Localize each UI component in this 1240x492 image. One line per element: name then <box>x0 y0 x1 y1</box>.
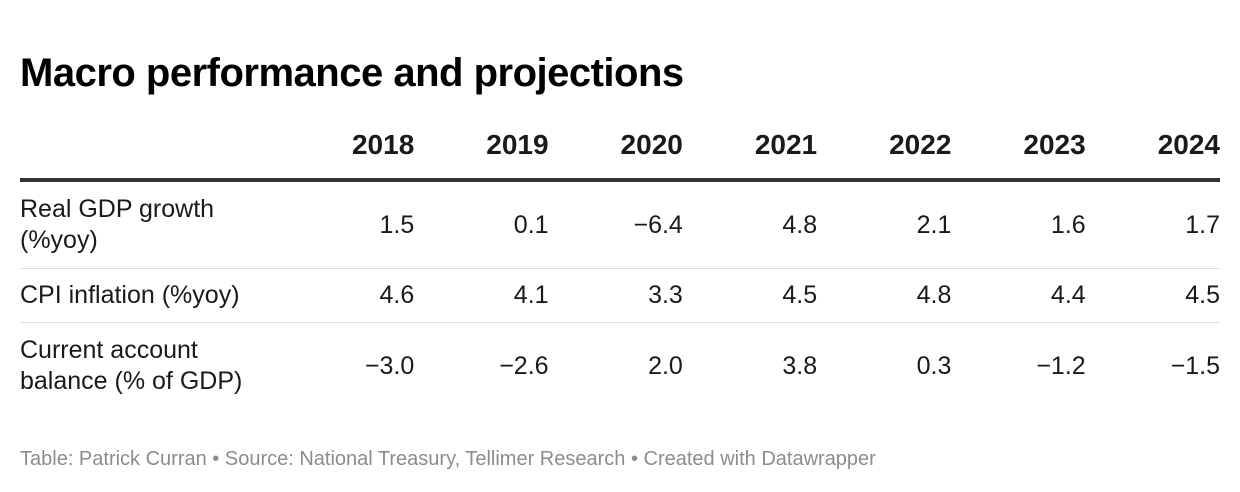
cell-cpi-2021: 4.5 <box>682 268 818 323</box>
cell-ca-2022: 0.3 <box>916 351 952 380</box>
column-header-2020: 2020 <box>548 112 683 182</box>
cell-gdp-2024: 1.7 <box>1085 180 1220 269</box>
row-label-real-gdp-growth: Real GDP growth (%yoy) <box>20 180 280 269</box>
cell-cpi-2022: 4.8 <box>817 268 952 323</box>
column-header-2022: 2022 <box>817 112 952 182</box>
cell-gdp-2021: 4.8 <box>682 180 818 269</box>
column-header-2019: 2019 <box>414 112 549 182</box>
cell-gdp-2019: 0.1 <box>414 180 549 269</box>
cell-gdp-2020: −6.4 <box>548 180 683 269</box>
cell-ca-2020: 2.0 <box>648 351 683 380</box>
cell-cpi-2019: 4.1 <box>414 268 549 323</box>
row-label-current-account-balance: Current account balance (% of GDP) <box>20 336 243 395</box>
source-footer: Table: Patrick Curran • Source: National… <box>20 448 876 470</box>
cell-gdp-2022: 2.1 <box>817 180 952 269</box>
row-label-cpi-inflation: CPI inflation (%yoy) <box>20 268 280 323</box>
column-header-2018: 2018 <box>280 112 415 182</box>
cell-ca-2021: 3.8 <box>782 351 818 380</box>
column-header-2024: 2024 <box>1085 112 1220 182</box>
cell-gdp-2018: 1.5 <box>280 180 415 269</box>
table-header-row: 2018 2019 2020 2021 2022 2023 2024 <box>20 112 1220 182</box>
cell-cpi-2020: 3.3 <box>548 268 683 323</box>
table-row-current-account-balance: Current account balance (% of GDP) −3.0 … <box>20 323 1220 410</box>
table-row-real-gdp-growth: Real GDP growth (%yoy) 1.5 0.1 −6.4 4.8 … <box>20 180 1220 269</box>
column-header-2023: 2023 <box>951 112 1086 182</box>
cell-cpi-2018: 4.6 <box>280 268 415 323</box>
macro-table: 2018 2019 2020 2021 2022 2023 2024 Real … <box>20 112 1220 409</box>
cell-cpi-2023: 4.4 <box>951 268 1086 323</box>
cell-ca-2019: −2.6 <box>499 351 549 380</box>
column-header-2021: 2021 <box>682 112 818 182</box>
header-blank-cell <box>20 112 280 182</box>
cell-ca-2023: −1.2 <box>1036 351 1086 380</box>
page-title: Macro performance and projections <box>20 50 684 95</box>
cell-ca-2018: −3.0 <box>364 351 415 380</box>
cell-cpi-2024: 4.5 <box>1085 268 1220 323</box>
cell-gdp-2023: 1.6 <box>951 180 1086 269</box>
cell-ca-2024: −1.5 <box>1170 351 1220 380</box>
table-row-cpi-inflation: CPI inflation (%yoy) 4.6 4.1 3.3 4.5 4.8… <box>20 268 1220 323</box>
